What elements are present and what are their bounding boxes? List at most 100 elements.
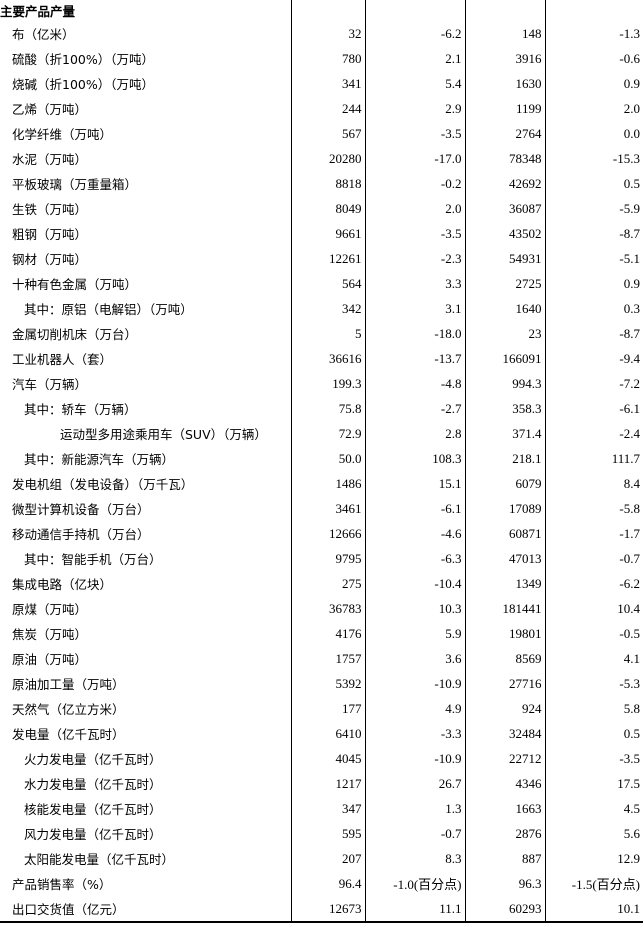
table-row: 其中：原铝（电解铝）（万吨） 342 3.1 1640 0.3 (0, 296, 643, 321)
table-row: 钢材（万吨） 12261 -2.3 54931 -5.1 (0, 246, 643, 271)
month-growth: -4.6 (364, 521, 465, 546)
cumulative-growth: 8.4 (544, 471, 643, 496)
cumulative-growth: 2.0 (544, 96, 643, 121)
row-label: 其中：智能手机（万台） (24, 552, 162, 567)
cumulative-growth: -1.5(百分点) (544, 871, 643, 896)
table-row: 运动型多用途乘用车（SUV）（万辆） 72.9 2.8 371.4 -2.4 (0, 421, 643, 446)
month-growth: -6.1 (364, 496, 465, 521)
month-value: 342 (290, 296, 365, 321)
cumulative-value: 887 (464, 846, 545, 871)
cumulative-growth: 10.1 (544, 896, 643, 923)
row-label: 硫酸（折100%）（万吨） (12, 52, 154, 67)
table-row: 烧碱（折100%）（万吨） 341 5.4 1630 0.9 (0, 71, 643, 96)
month-growth: 1.3 (364, 796, 465, 821)
cumulative-growth: -1.7 (544, 521, 643, 546)
month-value: 12666 (290, 521, 365, 546)
month-value: 567 (290, 121, 365, 146)
month-growth: 8.3 (364, 846, 465, 871)
cumulative-growth: 0.9 (544, 71, 643, 96)
month-value: 199.3 (290, 371, 365, 396)
month-value: 341 (290, 71, 365, 96)
cumulative-growth: -7.2 (544, 371, 643, 396)
cumulative-growth: -0.6 (544, 46, 643, 71)
month-value: 275 (290, 571, 365, 596)
table-row: 原油（万吨） 1757 3.6 8569 4.1 (0, 646, 643, 671)
table-row: 产品销售率（%） 96.4 -1.0(百分点) 96.3 -1.5(百分点) (0, 871, 643, 896)
cumulative-value: 1663 (464, 796, 545, 821)
month-value: 72.9 (290, 421, 365, 446)
cumulative-value: 43502 (464, 221, 545, 246)
cumulative-growth: -15.3 (544, 146, 643, 171)
month-growth: -4.8 (364, 371, 465, 396)
month-value: 780 (290, 46, 365, 71)
row-label: 发电机组（发电设备）（万千瓦） (12, 477, 194, 492)
month-value: 244 (290, 96, 365, 121)
month-growth: -18.0 (364, 321, 465, 346)
month-growth: 5.4 (364, 71, 465, 96)
table-row: 火力发电量（亿千瓦时） 4045 -10.9 22712 -3.5 (0, 746, 643, 771)
month-growth: 3.1 (364, 296, 465, 321)
month-value: 36616 (290, 346, 365, 371)
table-row: 微型计算机设备（万台） 3461 -6.1 17089 -5.8 (0, 496, 643, 521)
table-row: 平板玻璃（万重量箱） 8818 -0.2 42692 0.5 (0, 171, 643, 196)
cumulative-value: 27716 (464, 671, 545, 696)
cumulative-growth: 111.7 (544, 446, 643, 471)
row-label: 原油（万吨） (12, 652, 88, 667)
cumulative-growth: -5.9 (544, 196, 643, 221)
table-row: 天然气（亿立方米） 177 4.9 924 5.8 (0, 696, 643, 721)
month-growth: -2.3 (364, 246, 465, 271)
table-row: 原油加工量（万吨） 5392 -10.9 27716 -5.3 (0, 671, 643, 696)
row-label: 钢材（万吨） (12, 252, 88, 267)
table-row: 出口交货值（亿元） 12673 11.1 60293 10.1 (0, 896, 643, 923)
cumulative-value: 1199 (464, 96, 545, 121)
cumulative-value: 54931 (464, 246, 545, 271)
row-label: 焦炭（万吨） (12, 627, 88, 642)
cumulative-value: 4346 (464, 771, 545, 796)
section-title: 主要产品产量 (0, 4, 76, 19)
month-value: 12673 (290, 896, 365, 923)
cumulative-growth: 0.5 (544, 171, 643, 196)
cumulative-value: 994.3 (464, 371, 545, 396)
month-growth: 5.9 (364, 621, 465, 646)
row-label: 其中：轿车（万辆） (24, 402, 137, 417)
cumulative-growth: -2.4 (544, 421, 643, 446)
table-row: 化学纤维（万吨） 567 -3.5 2764 0.0 (0, 121, 643, 146)
month-growth: 4.9 (364, 696, 465, 721)
table-row: 核能发电量（亿千瓦时） 347 1.3 1663 4.5 (0, 796, 643, 821)
month-value: 5 (290, 321, 365, 346)
cumulative-value: 22712 (464, 746, 545, 771)
table-row: 发电机组（发电设备）（万千瓦） 1486 15.1 6079 8.4 (0, 471, 643, 496)
row-label: 产品销售率（%） (12, 877, 112, 892)
month-growth: 2.8 (364, 421, 465, 446)
cumulative-value: 60871 (464, 521, 545, 546)
table-row: 其中：智能手机（万台） 9795 -6.3 47013 -0.7 (0, 546, 643, 571)
cumulative-growth: 4.5 (544, 796, 643, 821)
table-row: 水泥（万吨） 20280 -17.0 78348 -15.3 (0, 146, 643, 171)
row-label: 生铁（万吨） (12, 202, 88, 217)
month-value: 75.8 (290, 396, 365, 421)
row-label: 太阳能发电量（亿千瓦时） (24, 852, 175, 867)
month-value: 6410 (290, 721, 365, 746)
month-value: 32 (290, 21, 365, 46)
table-row: 生铁（万吨） 8049 2.0 36087 -5.9 (0, 196, 643, 221)
row-label: 汽车（万辆） (12, 377, 88, 392)
month-value: 50.0 (290, 446, 365, 471)
month-value: 8818 (290, 171, 365, 196)
month-growth: 26.7 (364, 771, 465, 796)
cumulative-growth: 10.4 (544, 596, 643, 621)
cumulative-value: 181441 (464, 596, 545, 621)
cumulative-value: 1349 (464, 571, 545, 596)
cumulative-growth: -5.3 (544, 671, 643, 696)
table-row: 焦炭（万吨） 4176 5.9 19801 -0.5 (0, 621, 643, 646)
cumulative-value: 924 (464, 696, 545, 721)
month-growth: -3.5 (364, 121, 465, 146)
month-growth: -13.7 (364, 346, 465, 371)
cumulative-value: 6079 (464, 471, 545, 496)
row-label: 火力发电量（亿千瓦时） (24, 752, 162, 767)
row-label: 原油加工量（万吨） (12, 677, 125, 692)
cumulative-value: 218.1 (464, 446, 545, 471)
cumulative-growth: 17.5 (544, 771, 643, 796)
month-value: 36783 (290, 596, 365, 621)
cumulative-growth: -0.7 (544, 546, 643, 571)
